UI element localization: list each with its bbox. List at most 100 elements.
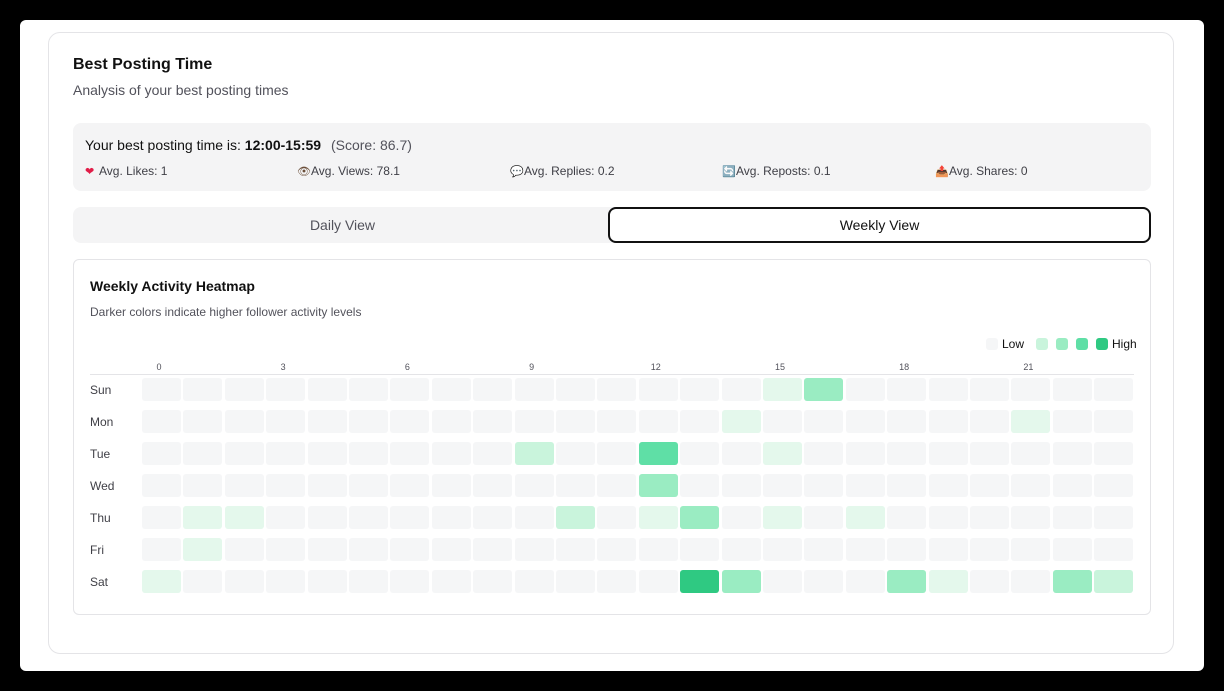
heatmap-cell[interactable] — [224, 442, 264, 465]
heatmap-cell[interactable] — [307, 378, 347, 401]
heatmap-cell[interactable] — [928, 410, 968, 433]
heatmap-cell[interactable] — [1094, 506, 1134, 529]
heatmap-cell[interactable] — [763, 538, 802, 561]
heatmap-cell[interactable] — [887, 474, 927, 497]
heatmap-cell[interactable] — [887, 570, 927, 593]
heatmap-cell[interactable] — [597, 538, 637, 561]
heatmap-cell[interactable] — [390, 378, 430, 401]
heatmap-cell[interactable] — [804, 538, 844, 561]
heatmap-cell[interactable] — [266, 410, 306, 433]
heatmap-cell[interactable] — [431, 442, 471, 465]
heatmap-cell[interactable] — [1094, 570, 1134, 593]
heatmap-cell[interactable] — [514, 474, 554, 497]
heatmap-cell[interactable] — [887, 410, 927, 433]
heatmap-cell[interactable] — [804, 474, 844, 497]
heatmap-cell[interactable] — [721, 570, 761, 593]
heatmap-cell[interactable] — [142, 442, 181, 465]
heatmap-cell[interactable] — [638, 474, 678, 497]
heatmap-cell[interactable] — [970, 570, 1009, 593]
heatmap-cell[interactable] — [556, 442, 595, 465]
heatmap-cell[interactable] — [638, 538, 678, 561]
heatmap-cell[interactable] — [638, 378, 678, 401]
heatmap-cell[interactable] — [224, 506, 264, 529]
heatmap-cell[interactable] — [970, 538, 1009, 561]
heatmap-cell[interactable] — [887, 378, 927, 401]
heatmap-cell[interactable] — [763, 506, 802, 529]
heatmap-cell[interactable] — [804, 410, 844, 433]
heatmap-cell[interactable] — [1011, 410, 1051, 433]
heatmap-cell[interactable] — [183, 378, 223, 401]
heatmap-cell[interactable] — [1011, 570, 1051, 593]
heatmap-cell[interactable] — [390, 410, 430, 433]
heatmap-cell[interactable] — [1011, 474, 1051, 497]
heatmap-cell[interactable] — [1052, 570, 1092, 593]
heatmap-cell[interactable] — [928, 378, 968, 401]
heatmap-cell[interactable] — [1011, 378, 1051, 401]
heatmap-cell[interactable] — [142, 410, 181, 433]
heatmap-cell[interactable] — [597, 570, 637, 593]
heatmap-cell[interactable] — [638, 570, 678, 593]
heatmap-cell[interactable] — [721, 442, 761, 465]
heatmap-cell[interactable] — [349, 474, 388, 497]
heatmap-cell[interactable] — [183, 538, 223, 561]
heatmap-cell[interactable] — [431, 506, 471, 529]
heatmap-cell[interactable] — [390, 506, 430, 529]
heatmap-cell[interactable] — [473, 410, 513, 433]
heatmap-cell[interactable] — [514, 570, 554, 593]
heatmap-cell[interactable] — [224, 538, 264, 561]
heatmap-cell[interactable] — [1094, 410, 1134, 433]
heatmap-cell[interactable] — [556, 506, 595, 529]
heatmap-cell[interactable] — [1052, 442, 1092, 465]
heatmap-cell[interactable] — [928, 506, 968, 529]
heatmap-cell[interactable] — [556, 474, 595, 497]
heatmap-cell[interactable] — [266, 442, 306, 465]
heatmap-cell[interactable] — [1052, 378, 1092, 401]
heatmap-cell[interactable] — [1052, 538, 1092, 561]
heatmap-cell[interactable] — [680, 538, 720, 561]
heatmap-cell[interactable] — [680, 570, 720, 593]
heatmap-cell[interactable] — [970, 378, 1009, 401]
heatmap-cell[interactable] — [431, 474, 471, 497]
heatmap-cell[interactable] — [473, 538, 513, 561]
heatmap-cell[interactable] — [224, 570, 264, 593]
heatmap-cell[interactable] — [349, 506, 388, 529]
heatmap-cell[interactable] — [680, 442, 720, 465]
heatmap-cell[interactable] — [431, 378, 471, 401]
heatmap-cell[interactable] — [1094, 442, 1134, 465]
heatmap-cell[interactable] — [887, 442, 927, 465]
heatmap-cell[interactable] — [763, 442, 802, 465]
heatmap-cell[interactable] — [224, 378, 264, 401]
heatmap-cell[interactable] — [887, 506, 927, 529]
heatmap-cell[interactable] — [721, 410, 761, 433]
heatmap-cell[interactable] — [721, 474, 761, 497]
heatmap-cell[interactable] — [307, 506, 347, 529]
heatmap-cell[interactable] — [638, 506, 678, 529]
heatmap-cell[interactable] — [928, 442, 968, 465]
heatmap-cell[interactable] — [804, 570, 844, 593]
heatmap-cell[interactable] — [845, 442, 885, 465]
heatmap-cell[interactable] — [1052, 410, 1092, 433]
heatmap-cell[interactable] — [390, 570, 430, 593]
heatmap-cell[interactable] — [1052, 506, 1092, 529]
heatmap-cell[interactable] — [763, 410, 802, 433]
heatmap-cell[interactable] — [473, 442, 513, 465]
heatmap-cell[interactable] — [887, 538, 927, 561]
heatmap-cell[interactable] — [431, 570, 471, 593]
heatmap-cell[interactable] — [763, 378, 802, 401]
heatmap-cell[interactable] — [473, 506, 513, 529]
heatmap-cell[interactable] — [680, 410, 720, 433]
heatmap-cell[interactable] — [307, 538, 347, 561]
heatmap-cell[interactable] — [638, 410, 678, 433]
heatmap-cell[interactable] — [142, 538, 181, 561]
heatmap-cell[interactable] — [183, 506, 223, 529]
heatmap-cell[interactable] — [431, 410, 471, 433]
heatmap-cell[interactable] — [680, 378, 720, 401]
heatmap-cell[interactable] — [556, 570, 595, 593]
heatmap-cell[interactable] — [638, 442, 678, 465]
heatmap-cell[interactable] — [142, 506, 181, 529]
heatmap-cell[interactable] — [349, 538, 388, 561]
heatmap-cell[interactable] — [763, 474, 802, 497]
heatmap-cell[interactable] — [1011, 538, 1051, 561]
heatmap-cell[interactable] — [721, 506, 761, 529]
heatmap-cell[interactable] — [970, 442, 1009, 465]
